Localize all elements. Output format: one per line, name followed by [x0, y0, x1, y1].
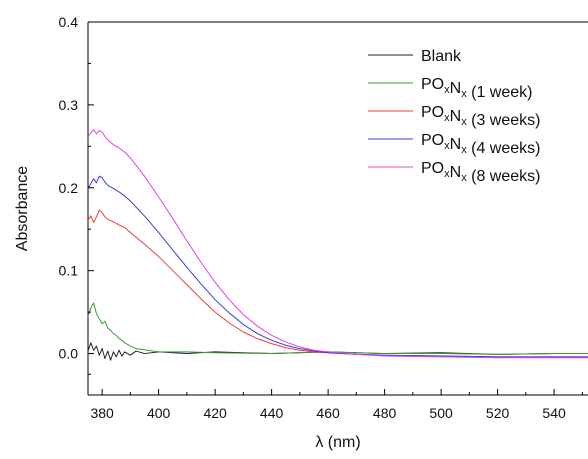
x-tick-label: 480 [373, 405, 397, 421]
series-line-3 [87, 209, 588, 358]
legend-label: POxNx (3 weeks) [421, 104, 540, 129]
legend: Blank POxNx (1 week) POxNx (3 weeks) POxNx … [368, 48, 540, 185]
legend-label: POxNx (8 weeks) [421, 160, 540, 185]
legend-label: POxNx (4 weeks) [421, 132, 540, 157]
y-tick-label: 0.4 [59, 14, 79, 30]
y-tick-label: 0.2 [59, 180, 79, 196]
y-axis-title: Absorbance [14, 166, 31, 251]
series-layer [87, 129, 588, 361]
axis-layer: 0.0 0.1 0.2 0.3 0.4 380 400 420 440 460 480 500 520 5… [59, 14, 583, 421]
x-tick-label: 440 [260, 405, 284, 421]
legend-label: POxNx (1 week) [421, 76, 532, 101]
x-tick-label: 380 [90, 405, 114, 421]
x-tick-label: 400 [147, 405, 171, 421]
x-tick-label: 500 [429, 405, 453, 421]
y-tick-label: 0.1 [59, 263, 79, 279]
legend-label: Blank [421, 48, 462, 65]
x-tick-label: 520 [486, 405, 510, 421]
x-tick-label: 420 [203, 405, 227, 421]
y-tick-label: 0.0 [59, 346, 79, 362]
series-line-5 [87, 129, 588, 359]
x-tick-label: 460 [316, 405, 340, 421]
y-tick-label: 0.3 [59, 97, 79, 113]
x-tick-label: 540 [542, 405, 566, 421]
x-axis-title: λ (nm) [315, 434, 360, 451]
series-line-2 [87, 302, 588, 355]
plot-frame [87, 21, 588, 396]
